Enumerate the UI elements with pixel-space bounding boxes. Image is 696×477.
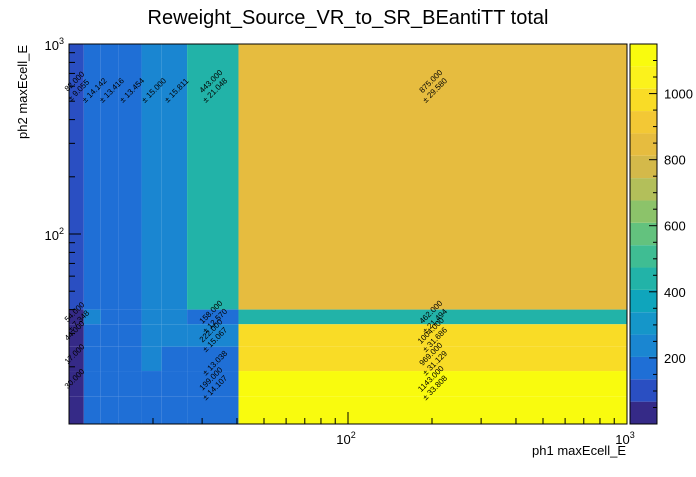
color-scale-label: 600 (664, 219, 686, 234)
color-scale-step (630, 267, 657, 290)
color-scale-frame (629, 43, 658, 425)
color-scale-step (630, 289, 657, 313)
heatmap-cell (187, 346, 239, 372)
heatmap-cell (83, 324, 101, 347)
heatmap-cell (238, 324, 628, 347)
heatmap-cell (69, 309, 84, 325)
heatmap-cell (100, 309, 119, 325)
color-scale-step (630, 222, 657, 246)
heatmap-cell (69, 44, 84, 310)
heatmap-cell (83, 309, 101, 325)
heatmap-cell (100, 396, 119, 424)
y-tick-label: 103 (45, 36, 64, 53)
heatmap-cell (141, 309, 162, 325)
y-tick-base: 10 (45, 38, 59, 53)
heatmap-cell (161, 309, 188, 325)
color-scale-step (630, 178, 657, 201)
heatmap-cell (141, 396, 162, 424)
heatmap-cell (69, 346, 84, 372)
heatmap-cell (100, 44, 119, 310)
heatmap-cell (238, 371, 628, 397)
heatmap-cell (238, 309, 628, 325)
heatmap-cell (69, 324, 84, 347)
chart-title: Reweight_Source_VR_to_SR_BEantiTT total (148, 7, 549, 29)
heatmap-cell (69, 396, 84, 424)
heatmap-cell (100, 346, 119, 372)
heatmap-cell (83, 396, 101, 424)
heatmap-cell (161, 396, 188, 424)
heatmap-cell (161, 371, 188, 397)
color-scale-step (630, 312, 657, 335)
color-scale-label: 400 (664, 285, 686, 300)
heatmap-cell (238, 44, 628, 310)
heatmap-cells (69, 44, 628, 424)
color-scale-labels: 200 400 600 800 1000 (664, 87, 693, 366)
heatmap-cell (187, 324, 239, 347)
color-scale-step (630, 111, 657, 134)
heatmap-cell (118, 44, 142, 310)
color-scale-step (630, 200, 657, 223)
color-scale-step (630, 44, 657, 67)
axis-ticks (68, 43, 628, 425)
color-scale-step (630, 334, 657, 357)
heatmap-cell (161, 324, 188, 347)
x-tick-base: 10 (336, 432, 350, 447)
heatmap-cell (118, 309, 142, 325)
heatmap-cell (100, 324, 119, 347)
heatmap-cell (83, 346, 101, 372)
color-scale-label: 800 (664, 153, 686, 168)
heatmap-cell (118, 346, 142, 372)
x-tick-label: 103 (615, 430, 634, 447)
heatmap-cell (238, 346, 628, 372)
heatmap-cell (100, 371, 119, 397)
heatmap-cell (187, 44, 239, 310)
heatmap-cell (187, 371, 239, 397)
heatmap-cell (69, 371, 84, 397)
color-scale-label: 200 (664, 351, 686, 366)
heatmap-cell (187, 309, 239, 325)
color-scale-bar (629, 43, 658, 425)
color-scale-step (630, 245, 657, 268)
color-scale-step (630, 66, 657, 89)
x-axis-label: ph1 maxEcell_E (532, 443, 626, 458)
y-axis-label: ph2 maxEcell_E (15, 45, 30, 139)
heatmap-cell (187, 396, 239, 424)
color-scale-step (630, 356, 657, 380)
color-scale-step (630, 401, 657, 424)
heatmap-cell (83, 44, 101, 310)
y-tick-label: 102 (45, 226, 64, 243)
x-tick-exponent: 2 (351, 430, 356, 440)
heatmap-cell (118, 324, 142, 347)
y-tick-exponent: 2 (59, 226, 64, 236)
x-tick-exponent: 3 (630, 430, 635, 440)
heatmap-cell (83, 371, 101, 397)
heatmap-cell (118, 371, 142, 397)
x-tick-label: 102 (336, 430, 355, 447)
heatmap-cell (238, 396, 628, 424)
heatmap-cell (141, 44, 162, 310)
color-scale-label: 1000 (664, 87, 693, 102)
y-tick-base: 10 (45, 228, 59, 243)
heatmap-cell (118, 396, 142, 424)
color-scale-step (630, 379, 657, 402)
x-tick-base: 10 (615, 432, 629, 447)
heatmap-cell (141, 324, 162, 347)
color-scale-step (630, 155, 657, 179)
heatmap-cell (161, 346, 188, 372)
heatmap-cell (141, 346, 162, 372)
color-scale-step (630, 88, 657, 112)
y-tick-exponent: 3 (59, 36, 64, 46)
color-scale-step (630, 133, 657, 156)
heatmap-cell (141, 371, 162, 397)
heatmap-cell (161, 44, 188, 310)
